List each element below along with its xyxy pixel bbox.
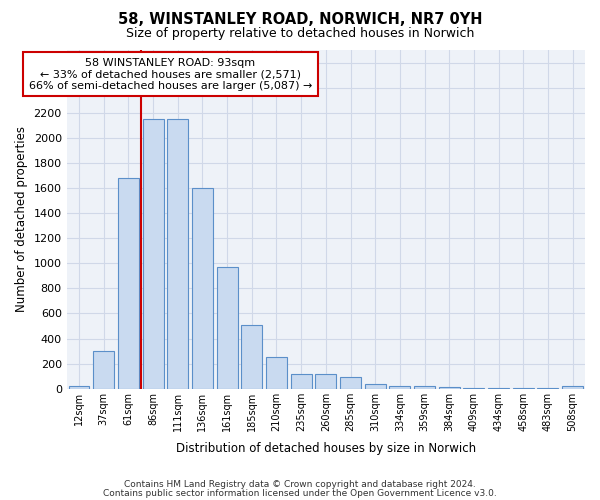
Bar: [389, 386, 410, 388]
Bar: [340, 377, 361, 388]
Text: Contains HM Land Registry data © Crown copyright and database right 2024.: Contains HM Land Registry data © Crown c…: [124, 480, 476, 489]
Bar: [290, 374, 311, 388]
Bar: [167, 119, 188, 388]
Bar: [118, 178, 139, 388]
Bar: [365, 384, 386, 388]
Y-axis label: Number of detached properties: Number of detached properties: [15, 126, 28, 312]
Text: Contains public sector information licensed under the Open Government Licence v3: Contains public sector information licen…: [103, 489, 497, 498]
Bar: [192, 188, 213, 388]
Bar: [93, 351, 114, 389]
Bar: [217, 267, 238, 388]
Bar: [562, 386, 583, 388]
Bar: [143, 119, 164, 388]
Bar: [414, 386, 435, 388]
Text: 58, WINSTANLEY ROAD, NORWICH, NR7 0YH: 58, WINSTANLEY ROAD, NORWICH, NR7 0YH: [118, 12, 482, 28]
Text: 58 WINSTANLEY ROAD: 93sqm
← 33% of detached houses are smaller (2,571)
66% of se: 58 WINSTANLEY ROAD: 93sqm ← 33% of detac…: [29, 58, 312, 90]
Bar: [439, 387, 460, 388]
Text: Size of property relative to detached houses in Norwich: Size of property relative to detached ho…: [126, 28, 474, 40]
Bar: [316, 374, 337, 388]
X-axis label: Distribution of detached houses by size in Norwich: Distribution of detached houses by size …: [176, 442, 476, 455]
Bar: [241, 325, 262, 388]
Bar: [266, 358, 287, 388]
Bar: [68, 386, 89, 388]
